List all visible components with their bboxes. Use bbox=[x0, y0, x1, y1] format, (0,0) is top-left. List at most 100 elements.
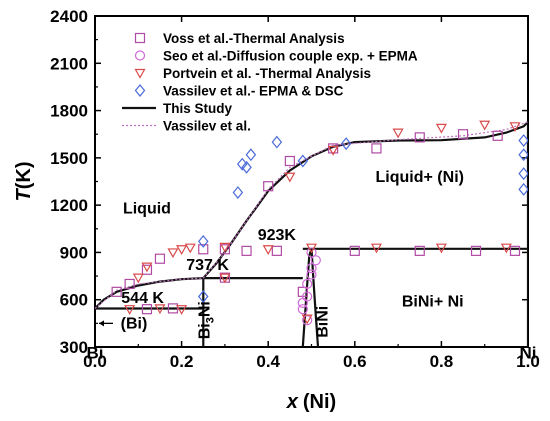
data-point-triangle-down bbox=[435, 243, 447, 254]
y-tick-label: 1200 bbox=[50, 196, 88, 215]
series-line-vassilev bbox=[95, 121, 528, 309]
data-point-triangle-down bbox=[301, 314, 313, 325]
x-tick-label: 1.0 bbox=[516, 352, 540, 371]
data-point-square bbox=[470, 245, 482, 256]
annotation-label: Liquid+ (Ni) bbox=[376, 169, 464, 186]
data-point-triangle-down bbox=[262, 245, 274, 255]
data-point-circle bbox=[310, 255, 321, 266]
data-point-square bbox=[219, 244, 230, 255]
data-point-diamond bbox=[241, 160, 252, 174]
annotation-label: 737 K bbox=[186, 257, 229, 274]
data-point-diamond bbox=[197, 234, 209, 248]
data-point-diamond bbox=[518, 148, 528, 162]
data-point-triangle-down bbox=[305, 243, 318, 254]
legend-label: This Study bbox=[163, 101, 232, 116]
data-point-circle bbox=[306, 247, 317, 258]
data-point-square bbox=[349, 245, 360, 256]
y-tick-label: 300 bbox=[60, 338, 88, 357]
data-point-square bbox=[141, 264, 153, 275]
annotation-label: BiNi bbox=[314, 306, 331, 338]
data-point-diamond bbox=[297, 154, 309, 168]
data-point-triangle-down bbox=[176, 305, 188, 315]
data-point-square bbox=[371, 143, 382, 154]
x-axis-title-var: x bbox=[286, 391, 299, 413]
data-point-triangle-down bbox=[479, 120, 491, 131]
legend-marker-square bbox=[134, 32, 146, 44]
data-point-square bbox=[124, 278, 135, 290]
data-point-square bbox=[198, 244, 209, 255]
legend-label: Portvein et al. -Thermal Analysis bbox=[163, 66, 371, 81]
data-point-diamond bbox=[518, 167, 528, 181]
data-point-triangle-down bbox=[509, 122, 521, 133]
annotation-part-subscript: 3 bbox=[205, 317, 217, 323]
y-tick-label: 2400 bbox=[50, 7, 88, 26]
data-point-square bbox=[414, 245, 425, 256]
data-point-triangle-down bbox=[184, 243, 196, 254]
annotation-label: Bi3Ni bbox=[197, 301, 217, 339]
data-point-square bbox=[509, 245, 521, 256]
data-point-square bbox=[241, 245, 252, 256]
data-point-triangle-down bbox=[132, 273, 144, 284]
x-tick-label: 0.2 bbox=[170, 352, 194, 371]
data-point-square bbox=[328, 143, 339, 154]
x-tick-label: 0.0 bbox=[83, 352, 107, 371]
annotation-label: (Bi) bbox=[121, 315, 148, 332]
annotation-label: 544 K bbox=[121, 290, 164, 307]
x-axis-title-unit: (Ni) bbox=[303, 391, 336, 413]
series-line-this-study bbox=[310, 248, 320, 347]
plot-area bbox=[95, 120, 528, 347]
data-point-diamond bbox=[236, 157, 248, 171]
data-point-triangle-down bbox=[141, 262, 153, 273]
data-point-diamond bbox=[197, 290, 209, 304]
data-point-square bbox=[414, 132, 425, 143]
data-point-triangle-down bbox=[219, 242, 231, 253]
annotation-label: 923K bbox=[258, 227, 297, 244]
annotation-label: Bi bbox=[87, 343, 104, 362]
data-point-diamond bbox=[518, 134, 528, 147]
data-point-square bbox=[284, 155, 295, 167]
y-tick-label: 1800 bbox=[50, 102, 88, 121]
data-point-square bbox=[263, 181, 274, 192]
annotation-label: Ni bbox=[520, 343, 537, 362]
data-point-diamond bbox=[271, 135, 283, 149]
legend-marker-diamond bbox=[134, 84, 146, 97]
data-point-triangle-down bbox=[500, 243, 512, 254]
data-point-circle bbox=[297, 297, 308, 308]
y-tick-label: 600 bbox=[60, 291, 88, 310]
data-point-triangle-down bbox=[219, 273, 231, 284]
data-point-diamond bbox=[245, 148, 257, 162]
data-point-square bbox=[154, 253, 166, 264]
data-point-square bbox=[141, 304, 153, 315]
data-point-circle bbox=[302, 278, 313, 290]
data-point-square bbox=[457, 129, 469, 140]
legend-label: Seo et al.-Diffusion couple exp. + EPMA bbox=[163, 49, 418, 64]
y-tick-label: 2100 bbox=[50, 54, 88, 73]
y-axis-title-unit: (K) bbox=[13, 162, 35, 190]
x-tick-label: 0.8 bbox=[430, 352, 454, 371]
data-point-triangle-down bbox=[392, 128, 404, 139]
legend-label: Vassilev et al.- EPMA & DSC bbox=[163, 84, 344, 99]
data-point-triangle-down bbox=[154, 304, 166, 315]
legend-marker-circle bbox=[134, 50, 146, 61]
data-point-diamond bbox=[340, 137, 352, 151]
data-point-triangle-down bbox=[176, 245, 188, 255]
data-point-square bbox=[271, 245, 282, 256]
data-point-square bbox=[111, 286, 122, 297]
data-point-circle bbox=[297, 304, 308, 315]
data-point-triangle-down bbox=[327, 145, 339, 156]
legend-label: Vassilev et al. bbox=[163, 119, 251, 134]
data-point-diamond bbox=[232, 186, 244, 199]
bi-arrow-head bbox=[99, 320, 104, 327]
legend-label: Voss et al.-Thermal Analysis bbox=[163, 31, 345, 46]
annotation-label: Liquid bbox=[123, 200, 171, 217]
data-point-square bbox=[492, 130, 503, 141]
data-point-diamond bbox=[518, 182, 528, 196]
data-point-circle bbox=[306, 263, 317, 274]
y-tick-label: 900 bbox=[60, 243, 88, 262]
data-point-triangle-down bbox=[435, 123, 447, 134]
data-point-circle bbox=[306, 269, 317, 280]
data-point-triangle-down bbox=[124, 305, 136, 315]
y-axis-title-var: T bbox=[13, 187, 35, 201]
